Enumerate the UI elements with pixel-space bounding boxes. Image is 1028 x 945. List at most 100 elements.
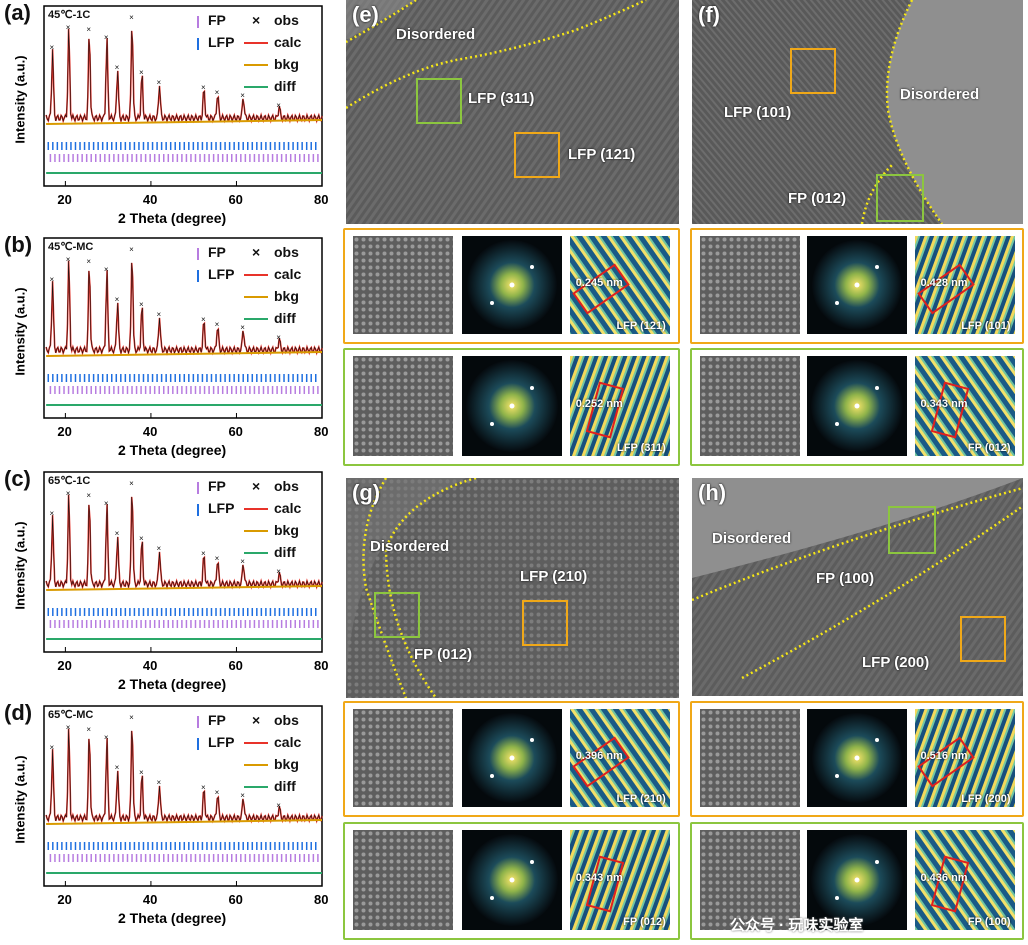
plane-label: LFP (210) [616, 793, 666, 805]
box-label: LFP (210) [520, 568, 588, 585]
x-axis-label: 2 Theta (degree) [118, 442, 227, 458]
legend-lfp: LFP [208, 266, 235, 282]
hrtem-crop [353, 356, 454, 456]
x-tick-label: 80 [314, 192, 329, 207]
ifft-image: 0.436 nm FP (100) [914, 830, 1015, 930]
obs-marker: × [240, 91, 245, 100]
xrd-panel: × × × × × × × × × × × × (c) 65℃-1C Intensity (a.u.) 2 T… [0, 466, 336, 698]
box-label: LFP (121) [568, 146, 636, 163]
box-label: LFP (200) [862, 654, 930, 671]
sample-label: 45℃-1C [48, 9, 91, 21]
bkg-line [46, 585, 323, 591]
x-tick-label: 60 [228, 658, 243, 673]
obs-marker: × [139, 300, 144, 309]
ifft-image: 0.396 nm LFP (210) [569, 709, 670, 807]
y-axis-label: Intensity (a.u.) [12, 521, 28, 610]
obs-marker: × [104, 499, 109, 508]
tem-image-h: (h) Disordered FP (100) LFP (200) [692, 478, 1023, 696]
obs-marker: × [139, 768, 144, 777]
obs-marker: × [104, 265, 109, 274]
plane-label: FP (100) [967, 916, 1011, 928]
d-spacing: 0.428 nm [920, 277, 968, 289]
obs-marker: × [50, 275, 55, 284]
y-axis-label: Intensity (a.u.) [12, 287, 28, 376]
x-tick-label: 80 [314, 892, 329, 907]
plot-frame [43, 705, 323, 887]
d-spacing: 0.252 nm [575, 398, 623, 410]
x-tick-label: 60 [228, 892, 243, 907]
legend-calc: calc [274, 266, 302, 282]
box-label: FP (012) [788, 190, 847, 207]
fft-pattern [807, 830, 907, 930]
legend-calc: calc [274, 34, 302, 50]
legend-diff: diff [274, 544, 296, 560]
d-spacing: 0.436 nm [920, 872, 968, 884]
obs-marker: × [139, 534, 144, 543]
obs-marker: × [66, 489, 71, 498]
d-spacing: 0.245 nm [575, 277, 623, 289]
legend-calc: calc [274, 734, 302, 750]
legend-obs-mark: × [252, 478, 261, 494]
legend-bkg: bkg [274, 522, 299, 538]
disordered-label: Disordered [900, 86, 980, 103]
x-axis-label: 2 Theta (degree) [118, 210, 227, 226]
disordered-label: Disordered [370, 538, 450, 555]
obs-marker: × [240, 557, 245, 566]
x-tick-label: 20 [57, 892, 72, 907]
obs-line [45, 494, 323, 589]
plane-label: FP (012) [623, 916, 666, 928]
obs-marker: × [104, 33, 109, 42]
sample-label: 65℃-1C [48, 475, 91, 487]
orange-box [960, 616, 1006, 662]
legend-obs: obs [274, 12, 299, 28]
legend-fp: FP [208, 712, 226, 728]
obs-marker: × [156, 310, 161, 319]
obs-marker: × [129, 245, 134, 254]
obs-marker: × [139, 68, 144, 77]
watermark: 公众号 · 玩味实验室 [730, 917, 864, 934]
obs-marker: × [104, 733, 109, 742]
hrtem-crop [699, 830, 800, 930]
obs-marker: × [201, 83, 206, 92]
hrtem-crop [353, 830, 454, 930]
obs-marker: × [129, 479, 134, 488]
legend-bkg: bkg [274, 756, 299, 772]
obs-marker: × [66, 23, 71, 32]
obs-marker: × [86, 491, 91, 500]
x-tick-label: 40 [142, 658, 158, 673]
plot-frame [43, 471, 323, 653]
obs-marker: × [115, 63, 120, 72]
x-axis-label: 2 Theta (degree) [118, 676, 227, 692]
hrtem-strip: 0.428 nm LFP (101) [690, 228, 1024, 344]
d-spacing: 0.396 nm [575, 750, 623, 762]
tem-image-g: (g) Disordered LFP (210) FP (012) [346, 478, 679, 698]
obs-marker: × [50, 43, 55, 52]
y-axis-label: Intensity (a.u.) [12, 755, 28, 844]
x-tick-label: 40 [142, 192, 158, 207]
d-spacing: 0.343 nm [575, 872, 623, 884]
plane-label: FP (012) [967, 442, 1011, 454]
panel-label: (b) [4, 232, 33, 257]
obs-marker: × [115, 529, 120, 538]
x-tick-label: 60 [228, 192, 243, 207]
obs-marker: × [215, 320, 220, 329]
panel-label: (a) [4, 0, 31, 25]
obs-marker: × [215, 788, 220, 797]
hrtem-strip: 0.396 nm LFP (210) [343, 701, 680, 817]
obs-marker: × [276, 801, 281, 810]
box-label: FP (100) [816, 570, 875, 587]
hrtem-crop [353, 709, 454, 807]
legend-obs: obs [274, 478, 299, 494]
legend-calc: calc [274, 500, 302, 516]
obs-marker: × [86, 257, 91, 266]
hrtem-strip: 0.516 nm LFP (200) [690, 701, 1024, 817]
plot-frame [43, 5, 323, 187]
hrtem-crop [699, 236, 800, 334]
legend-obs: obs [274, 712, 299, 728]
x-tick-label: 80 [314, 658, 329, 673]
legend-diff: diff [274, 310, 296, 326]
obs-marker: × [50, 743, 55, 752]
bkg-line [46, 119, 323, 125]
hrtem-strip: 0.343 nm FP (012) [690, 348, 1024, 466]
x-tick-label: 20 [57, 658, 72, 673]
